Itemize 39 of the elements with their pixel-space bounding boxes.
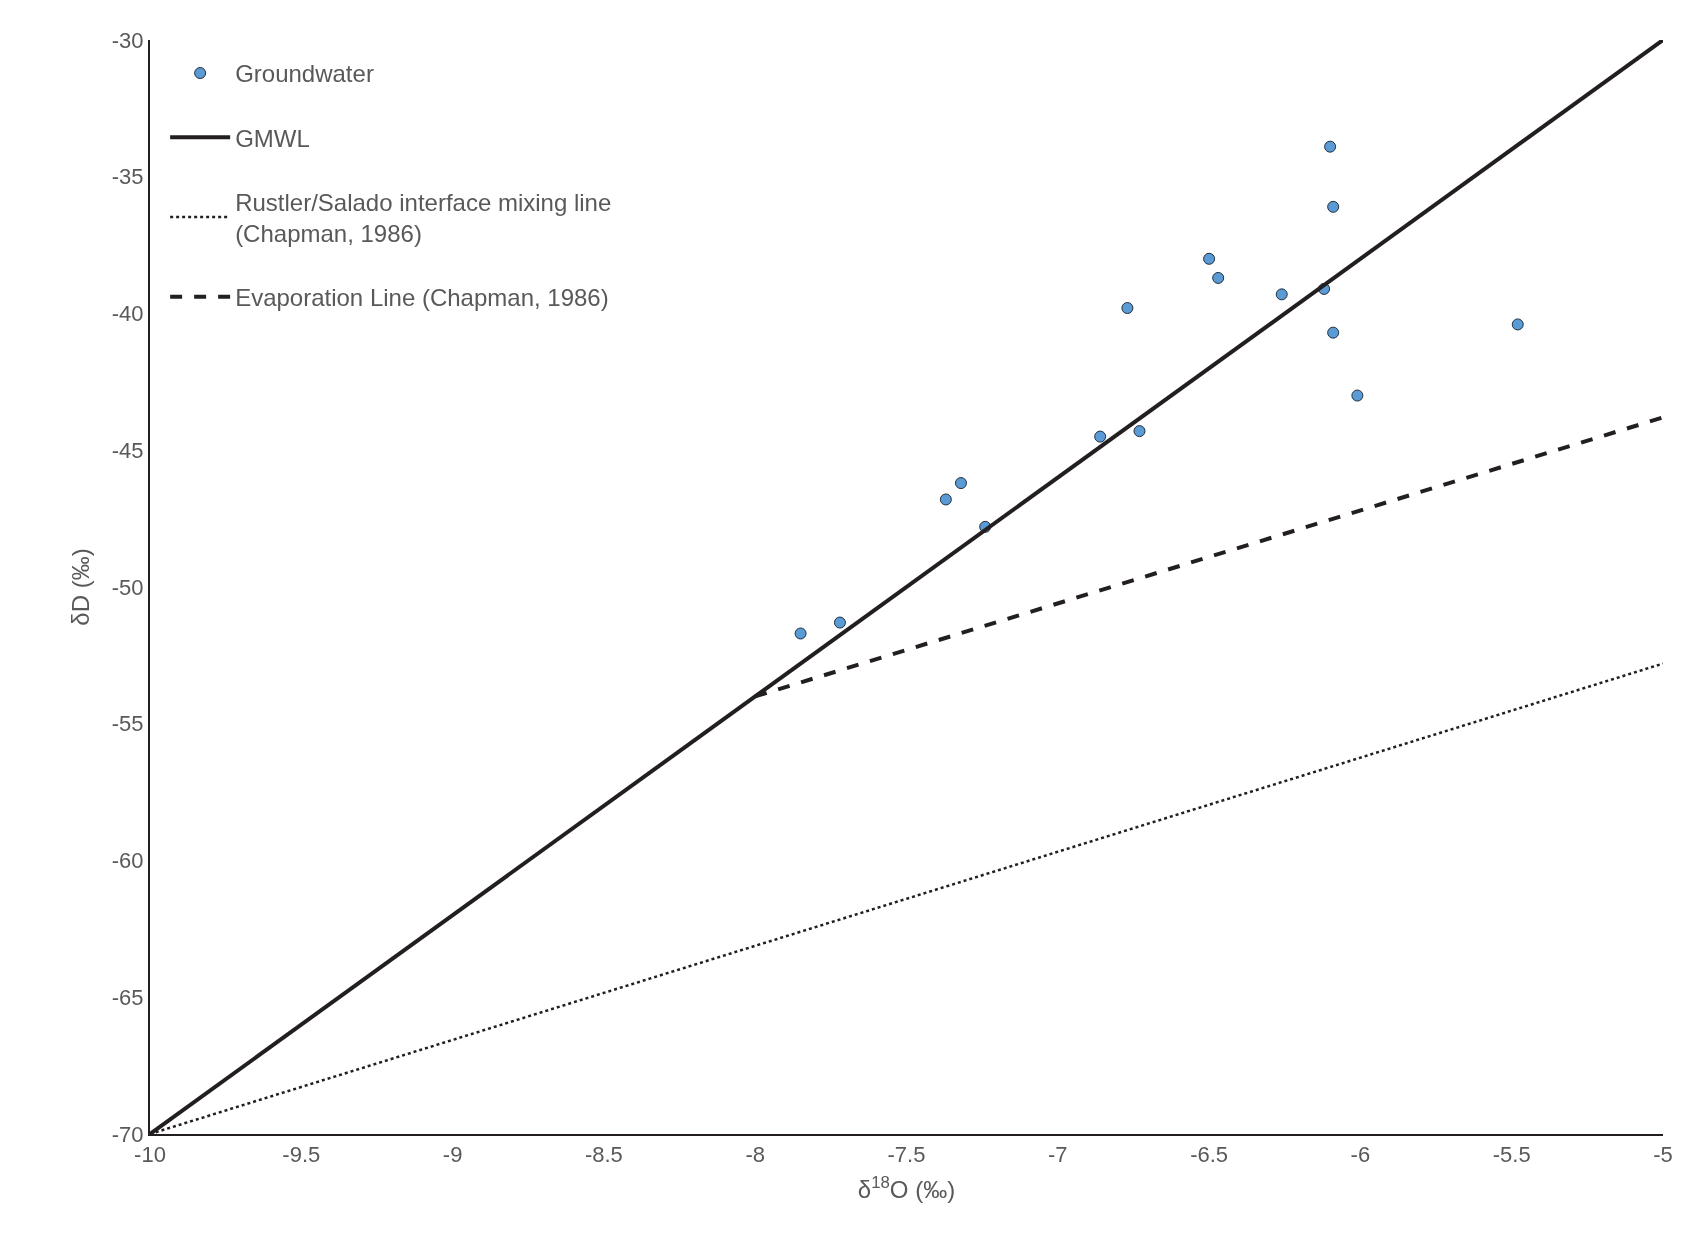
point [1121, 302, 1134, 315]
legend-label: Evaporation Line (Chapman, 1986) [235, 284, 609, 312]
x-tick-label: -6 [1350, 1142, 1371, 1168]
x-axis-title: δ$^{18}$O (‰) [857, 1173, 956, 1204]
point [1511, 318, 1524, 331]
y-tick-label: -65 [111, 984, 144, 1010]
point [1324, 140, 1337, 153]
point [954, 477, 967, 490]
point [1275, 288, 1288, 301]
point [1203, 252, 1216, 265]
x-tick-label: -8 [745, 1142, 765, 1168]
point [833, 616, 846, 629]
x-tick-label: -6.5 [1190, 1142, 1229, 1168]
point [1327, 200, 1340, 213]
x-tick-label: -7 [1048, 1142, 1068, 1168]
legend-label: Groundwater [235, 60, 374, 88]
x-tick-label: -9.5 [282, 1142, 321, 1168]
y-tick-label: -55 [111, 711, 144, 737]
x-tick-label: -7.5 [887, 1142, 926, 1168]
y-tick-label: -40 [111, 301, 144, 327]
point [1327, 326, 1340, 339]
point [1212, 271, 1225, 284]
legend-label: GMWL [235, 124, 310, 152]
point [1351, 389, 1364, 402]
point [1133, 425, 1146, 438]
y-tick-label: -35 [111, 164, 144, 190]
point [1094, 430, 1107, 443]
y-tick-label: -45 [111, 437, 144, 463]
y-axis-title: δD (‰) [67, 548, 95, 626]
y-tick-label: -30 [111, 27, 144, 53]
x-tick-label: -9 [442, 1142, 463, 1168]
legend-label: Rustler/Salado interface mixing line (Chapman, 1986) [235, 188, 612, 247]
point [794, 627, 807, 640]
point [939, 493, 952, 506]
y-tick-label: -60 [111, 848, 144, 874]
x-tick-label: -5 [1653, 1142, 1673, 1168]
y-tick-label: -50 [111, 574, 144, 600]
x-tick-label: -5.5 [1492, 1142, 1531, 1168]
x-tick-label: -8.5 [584, 1142, 623, 1168]
